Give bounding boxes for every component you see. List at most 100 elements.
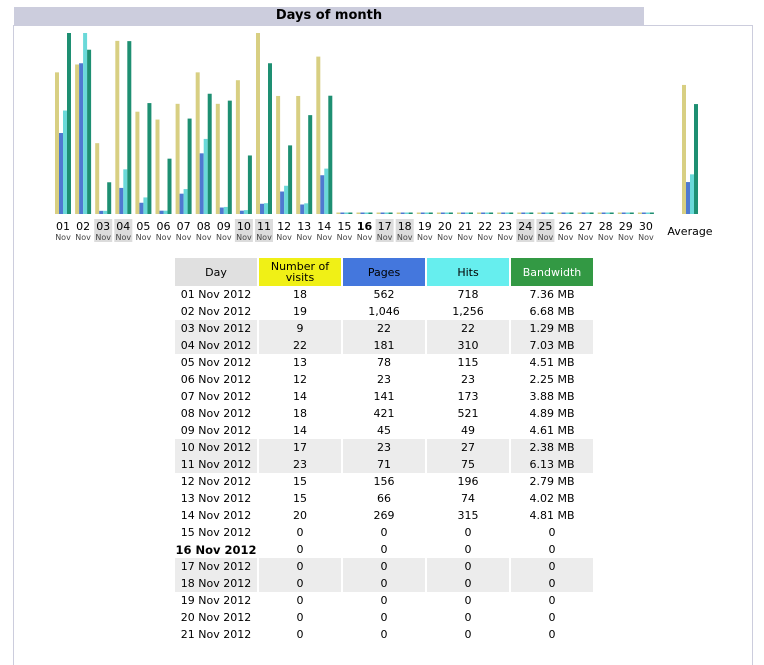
cell-day: 02 Nov 2012 bbox=[180, 305, 252, 318]
bar-hits-02 bbox=[83, 33, 88, 214]
cell-pages: 71 bbox=[343, 456, 425, 473]
tick-label-month-02: Nov bbox=[75, 233, 91, 242]
bar-visits-23 bbox=[497, 212, 502, 214]
cell-day: 17 Nov 2012 bbox=[175, 558, 257, 575]
tick-label-day-03: 03 bbox=[96, 220, 110, 233]
cell-visits: 18 bbox=[293, 407, 307, 420]
weekend-label-bg-04 bbox=[114, 219, 133, 242]
cell-day: 18 Nov 2012 bbox=[175, 575, 257, 592]
cell-pages: 141 bbox=[373, 390, 395, 403]
cell-pages: 156 bbox=[373, 475, 395, 488]
cell-day: 08 Nov 2012 bbox=[180, 407, 252, 420]
cell-day: 09 Nov 2012 bbox=[180, 424, 252, 437]
bar-pages-23 bbox=[501, 212, 506, 214]
cell-pages: 23 bbox=[377, 373, 391, 386]
bar-bandwidth-03 bbox=[107, 182, 112, 214]
cell-pages: 0 bbox=[380, 526, 388, 539]
bar-pages-19 bbox=[420, 212, 425, 214]
table-row: 03 Nov 2012 9 22 22 1.29 MB bbox=[175, 320, 593, 337]
tick-label-day-04: 04 bbox=[116, 220, 130, 233]
cell-visits: 0 bbox=[259, 558, 341, 575]
bar-pages-13 bbox=[300, 204, 305, 214]
bar-pages-25 bbox=[541, 212, 546, 214]
bar-pages-02 bbox=[79, 63, 84, 214]
bar-bandwidth-12 bbox=[288, 145, 293, 214]
table-row: 05 Nov 2012 13 78 115 4.51 MB bbox=[175, 354, 593, 371]
tick-label-day-22: 22 bbox=[478, 220, 492, 233]
cell-bandwidth: 0 bbox=[548, 526, 556, 539]
tick-label-day-26: 26 bbox=[559, 220, 573, 233]
cell-hits: 521 bbox=[457, 407, 479, 420]
bar-bandwidth-22 bbox=[489, 212, 494, 214]
bar-hits-01 bbox=[63, 110, 67, 214]
bar-hits-05 bbox=[143, 197, 148, 214]
tick-label-day-08: 08 bbox=[197, 220, 211, 233]
cell-visits: 12 bbox=[293, 373, 307, 386]
cell-hits: 0 bbox=[464, 543, 472, 556]
table-row: 09 Nov 2012 14 45 49 4.61 MB bbox=[175, 422, 593, 439]
cell-visits: 22 bbox=[259, 337, 341, 354]
cell-day: 14 Nov 2012 bbox=[180, 509, 252, 522]
tick-label-month-25: Nov bbox=[538, 233, 554, 242]
weekend-label-bg-03 bbox=[94, 219, 113, 242]
bar-hits-04 bbox=[123, 169, 128, 214]
bar-bandwidth-09 bbox=[227, 100, 232, 214]
tick-label-month-05: Nov bbox=[136, 233, 152, 242]
bar-bandwidth-29 bbox=[629, 212, 634, 214]
bar-pages-22 bbox=[481, 212, 486, 214]
bar-visits-01 bbox=[55, 72, 59, 214]
table-row: 02 Nov 2012 19 1,046 1,256 6.68 MB bbox=[175, 303, 593, 320]
tick-label-day-23: 23 bbox=[498, 220, 512, 233]
bar-hits-15 bbox=[344, 212, 349, 214]
bar-visits-21 bbox=[457, 212, 461, 214]
bar-pages-06 bbox=[159, 210, 164, 214]
cell-hits: 75 bbox=[427, 456, 509, 473]
bar-bandwidth-06 bbox=[167, 158, 172, 214]
table-row: 13 Nov 2012 15 66 74 4.02 MB bbox=[175, 490, 593, 507]
cell-day: 16 Nov 2012 bbox=[175, 542, 257, 557]
cell-day: 01 Nov 2012 bbox=[180, 288, 252, 301]
cell-bandwidth: 4.02 MB bbox=[529, 492, 575, 505]
bar-hits-23 bbox=[505, 212, 510, 214]
tick-label-month-29: Nov bbox=[618, 233, 634, 242]
cell-hits: 22 bbox=[427, 320, 509, 337]
bar-visits-12 bbox=[276, 95, 281, 214]
tick-label-month-27: Nov bbox=[578, 233, 594, 242]
table-row: 07 Nov 2012 14 141 173 3.88 MB bbox=[175, 388, 593, 405]
tick-label-month-24: Nov bbox=[517, 233, 533, 242]
table-row: 18 Nov 2012 0 0 0 0 bbox=[175, 575, 593, 592]
bar-hits-21 bbox=[465, 212, 469, 214]
bar-hits-08 bbox=[203, 138, 208, 214]
bar-visits-09 bbox=[215, 103, 220, 214]
bar-hits-14 bbox=[324, 168, 329, 214]
cell-pages: 1,046 bbox=[368, 305, 400, 318]
tick-label-day-29: 29 bbox=[619, 220, 633, 233]
cell-pages: 269 bbox=[373, 509, 395, 522]
cell-visits: 15 bbox=[293, 492, 307, 505]
bar-pages-16 bbox=[360, 212, 365, 214]
tick-label-day-25: 25 bbox=[538, 220, 552, 233]
tick-label-day-01: 01 bbox=[56, 220, 70, 233]
bar-visits-02 bbox=[75, 64, 80, 214]
bar-hits-25 bbox=[545, 212, 550, 214]
header-visits: Number of visits bbox=[259, 258, 341, 286]
cell-hits: 0 bbox=[464, 628, 472, 641]
table-row: 08 Nov 2012 18 421 521 4.89 MB bbox=[175, 405, 593, 422]
bar-hits-13 bbox=[304, 203, 309, 214]
tick-label-month-11: Nov bbox=[256, 233, 272, 242]
tick-label-month-18: Nov bbox=[397, 233, 413, 242]
bar-hits-20 bbox=[444, 212, 449, 214]
cell-bandwidth: 0 bbox=[548, 628, 556, 641]
bar-pages-30 bbox=[641, 212, 646, 214]
cell-visits: 0 bbox=[296, 543, 304, 556]
cell-bandwidth: 2.38 MB bbox=[511, 439, 593, 456]
tick-label-month-10: Nov bbox=[236, 233, 252, 242]
bar-bandwidth-23 bbox=[509, 212, 514, 214]
cell-bandwidth: 1.29 MB bbox=[511, 320, 593, 337]
tick-label-month-03: Nov bbox=[95, 233, 111, 242]
cell-bandwidth: 2.25 MB bbox=[529, 373, 575, 386]
bar-hits-03 bbox=[103, 210, 108, 214]
tick-label-month-13: Nov bbox=[296, 233, 312, 242]
cell-day: 06 Nov 2012 bbox=[180, 373, 252, 386]
cell-hits: 49 bbox=[461, 424, 475, 437]
